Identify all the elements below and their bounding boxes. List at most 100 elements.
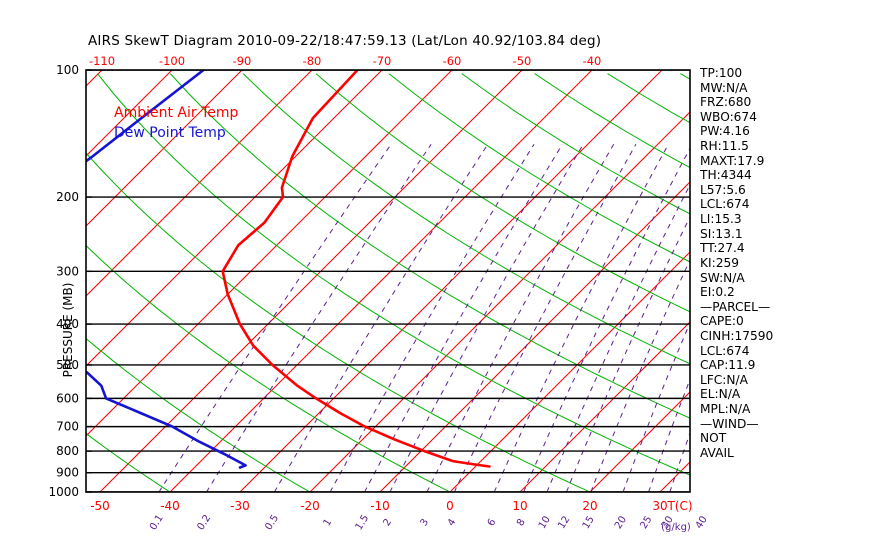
top-temp-tick-label: -40 [583, 54, 602, 68]
ambient-temp-curve [221, 70, 491, 468]
pressure-tick-label: 300 [56, 264, 79, 278]
panel-row: EI:0.2 [700, 285, 735, 300]
pressure-tick-label: 200 [56, 190, 79, 204]
panel-row: LFC:N/A [700, 372, 748, 387]
pressure-axis-label: PRESSURE (MB) [61, 283, 75, 378]
isotherm [86, 70, 243, 227]
top-temp-tick-label: -110 [89, 54, 115, 68]
top-temp-tick-label: -90 [233, 54, 252, 68]
dry-adiabat [388, 73, 690, 263]
dry-adiabat [0, 74, 42, 501]
mixing-ratio-line [273, 144, 489, 492]
mixing-ratio-line [493, 144, 669, 492]
panel-row: —PARCEL— [700, 299, 771, 314]
pressure-tick-label: 600 [56, 391, 79, 405]
bottom-temp-tick-label: -50 [90, 499, 110, 513]
bottom-temp-tick-label: 0 [446, 499, 454, 513]
panel-row: L57:5.6 [700, 182, 746, 197]
isotherm [99, 70, 523, 492]
mixing-ratio-tick-label: 0.5 [263, 513, 281, 532]
mixing-ratio-line [158, 144, 392, 492]
top-temp-tick-label: -80 [303, 54, 322, 68]
sounding-parameters-panel: TP:100 MW:N/A FRZ:680 WBO:674 PW:4.16 RH:11.5… [700, 66, 866, 460]
bottom-temp-tick-label: -40 [160, 499, 180, 513]
panel-row: FRZ:680 [700, 95, 752, 110]
panel-row: EL:N/A [700, 387, 741, 402]
isotherm [0, 70, 32, 492]
dry-adiabat [315, 73, 690, 313]
panel-row: MW:N/A [700, 80, 748, 95]
bottom-temp-tick-label: -20 [300, 499, 320, 513]
panel-row: NOT [700, 431, 727, 446]
pressure-tick-label: 900 [56, 466, 79, 480]
isotherm [519, 321, 690, 492]
panel-row: LCL:674 [700, 197, 750, 212]
mixing-ratio-line [329, 144, 535, 492]
mixing-ratio-line [523, 147, 690, 492]
mixing-ratio-line [206, 144, 432, 492]
grid-lines [0, 70, 690, 501]
top-temp-tick-label: -60 [443, 54, 462, 68]
mixing-ratio-tick-label: 4 [446, 517, 459, 528]
panel-row: TP:100 [700, 66, 743, 80]
dry-adiabat [97, 73, 690, 476]
mixing-ratio-tick-label: 1 [322, 517, 335, 528]
pressure-tick-label: 500 [56, 358, 79, 372]
isotherm [86, 70, 453, 437]
panel-row: SI:13.1 [700, 226, 743, 241]
legend-dewpoint-temp: Dew Point Temp [114, 125, 226, 141]
mixing-ratio-tick-label: 1.5 [354, 513, 372, 532]
legend-ambient-temp: Ambient Air Temp [114, 105, 239, 121]
panel-row: CAP:11.9 [700, 358, 756, 373]
pressure-tick-label: 400 [56, 317, 79, 331]
bottom-temp-tick-label: -30 [230, 499, 250, 513]
isotherm [86, 70, 383, 367]
dry-adiabat [86, 152, 592, 492]
panel-row: PW:4.16 [700, 124, 750, 139]
mixing-ratio-tick-label: 6 [486, 517, 499, 528]
mixing-ratio-tick-label: 3 [419, 517, 432, 528]
mixing-ratio-axis-label: (g/kg) [661, 522, 691, 533]
panel-row: MAXT:17.9 [700, 153, 765, 168]
panel-row: WBO:674 [700, 109, 757, 124]
mixing-ratio-line [566, 215, 690, 492]
panel-row: RH:11.5 [700, 139, 749, 154]
top-temp-tick-label: -50 [513, 54, 532, 68]
bottom-temp-tick-label: -10 [370, 499, 390, 513]
isotherm [86, 70, 313, 297]
mixing-ratio-tick-label: 0.1 [148, 513, 166, 532]
pressure-tick-label: 800 [56, 444, 79, 458]
mixing-ratio-tick-label: 20 [613, 514, 629, 531]
pressure-tick-label: 1000 [48, 485, 79, 499]
isotherm [589, 391, 690, 492]
isotherm [309, 111, 690, 492]
mixing-ratio-line [590, 258, 690, 492]
dry-adiabat [169, 73, 690, 419]
dry-adiabat [86, 432, 171, 492]
pressure-tick-label: 700 [56, 420, 79, 434]
isotherm [379, 181, 690, 492]
isotherm [449, 251, 690, 492]
plot-frame [85, 69, 691, 493]
mixing-ratio-line [426, 144, 615, 492]
temp-axis-label: T(C) [666, 499, 692, 513]
bottom-temp-tick-label: 30 [652, 499, 667, 513]
bottom-temp-tick-label: 10 [512, 499, 527, 513]
mixing-ratio-tick-label: 0.2 [195, 513, 213, 532]
page-title: AIRS SkewT Diagram 2010-09-22/18:47:59.1… [88, 33, 602, 49]
panel-row: CINH:17590 [700, 328, 774, 343]
panel-row: KI:259 [700, 255, 739, 270]
mixing-ratio-tick-label: 15 [581, 514, 597, 531]
dry-adiabat [86, 244, 452, 492]
panel-row: LI:15.3 [700, 212, 742, 227]
panel-row: —WIND— [700, 416, 759, 431]
dewpoint-curve [86, 70, 247, 469]
mixing-ratio-line [364, 144, 563, 492]
isotherm [86, 70, 173, 157]
mixing-ratio-tick-label: 8 [515, 517, 528, 528]
isotherm [169, 70, 593, 492]
mixing-ratio-tick-label: 12 [556, 514, 572, 531]
mixing-ratio-tick-label: 25 [638, 514, 654, 531]
